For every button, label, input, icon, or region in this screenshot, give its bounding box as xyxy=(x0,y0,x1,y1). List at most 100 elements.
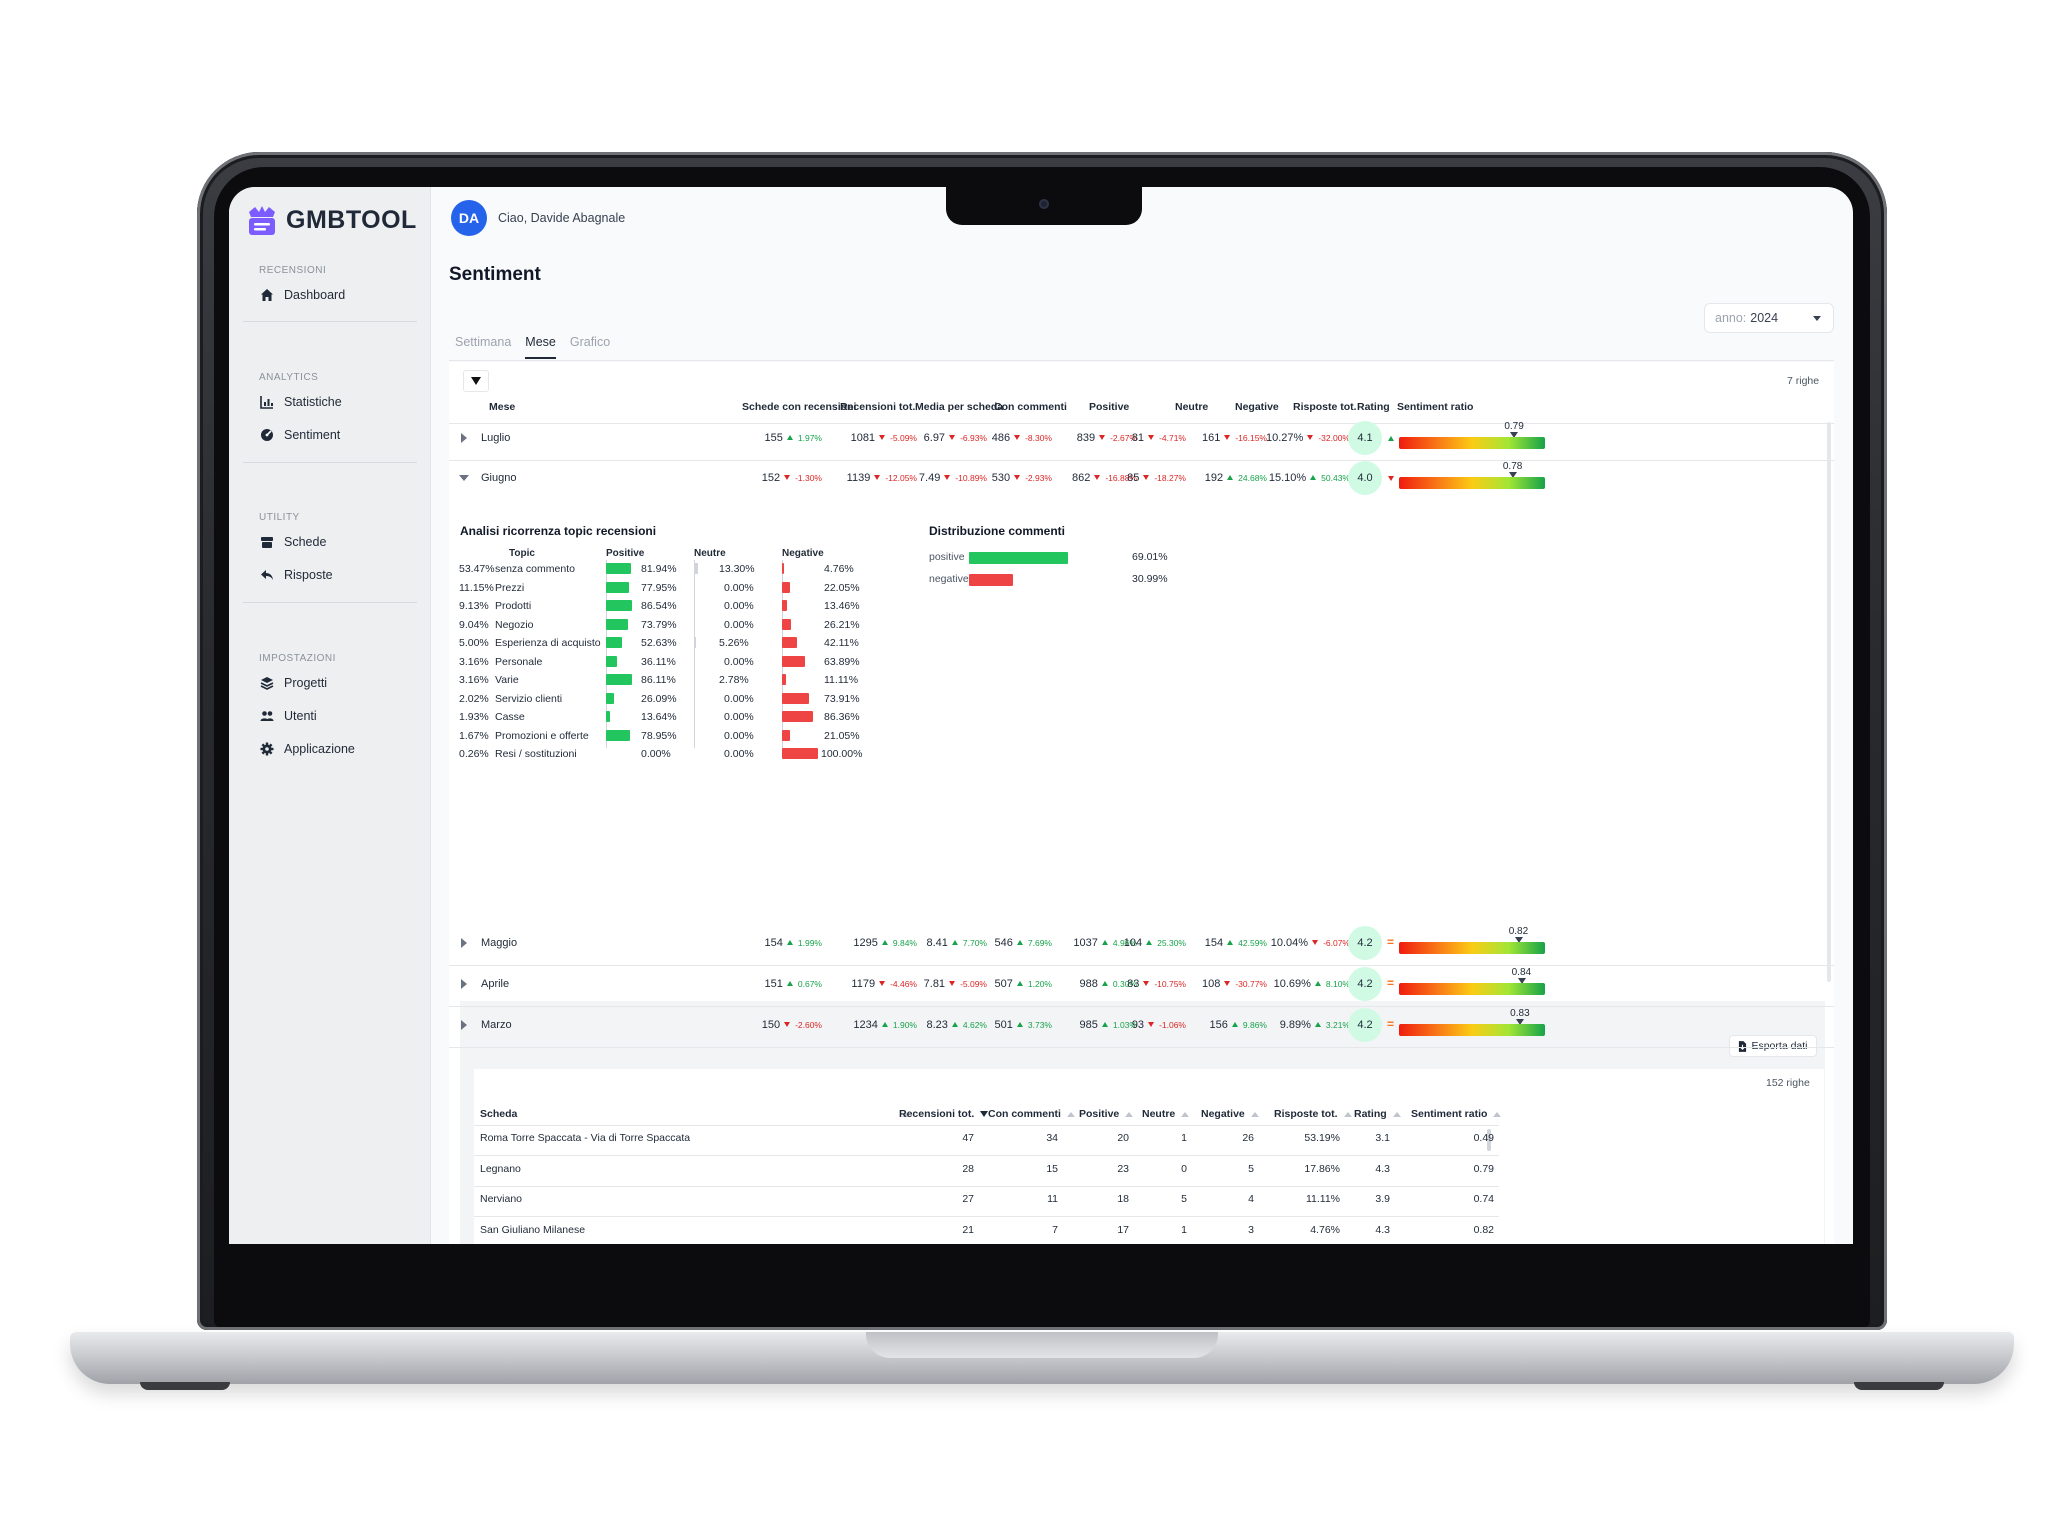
column-header[interactable]: Recensioni tot. xyxy=(840,401,916,413)
rows-count: 7 righe xyxy=(1787,375,1820,387)
topic-neutral-value: 0.00% xyxy=(724,729,754,742)
column-header[interactable]: Media per scheda xyxy=(915,401,1004,413)
brand[interactable]: GMBTOOL xyxy=(246,203,417,237)
detail-cell: 17 xyxy=(1117,1223,1129,1236)
filter-button[interactable] xyxy=(463,370,489,392)
expand-icon[interactable] xyxy=(461,938,467,948)
export-button[interactable]: Esporta dati xyxy=(1729,1035,1817,1057)
sentiment-ratio-value: 0.83 xyxy=(1510,1008,1530,1019)
metric-value: 81 xyxy=(1131,432,1145,444)
topic-neutral-value: 0.00% xyxy=(724,692,754,705)
detail-table-row[interactable]: Nerviano 27 11 18 5 4 11.11% 3.9 0.74 xyxy=(474,1193,1499,1223)
detail-column-header[interactable]: Recensioni tot. xyxy=(899,1108,989,1120)
year-select[interactable]: anno: 2024 xyxy=(1704,303,1834,333)
detail-table-row[interactable]: San Giuliano Milanese 21 7 17 1 3 4.76% 4.3 0.82 xyxy=(474,1224,1499,1245)
metric-value: 486 xyxy=(991,432,1011,444)
trend-up-icon xyxy=(1016,981,1023,987)
month-label[interactable]: Giugno xyxy=(481,472,517,484)
topic-name: Varie xyxy=(495,674,519,686)
month-label[interactable]: Luglio xyxy=(481,432,511,444)
sidebar-item-sentiment[interactable]: Sentiment xyxy=(260,428,340,442)
laptop-base-notch xyxy=(866,1332,1218,1358)
detail-column-header[interactable]: Positive xyxy=(1079,1108,1134,1120)
topic-name: Esperienza di acquisto xyxy=(495,637,601,649)
column-header[interactable]: Mese xyxy=(489,401,516,413)
avatar[interactable]: DA xyxy=(451,200,487,236)
trend-up-icon xyxy=(1101,981,1108,987)
detail-column-header[interactable]: Rating xyxy=(1354,1108,1401,1120)
metric-value: 155 xyxy=(764,432,783,444)
detail-cell: 5 xyxy=(1248,1162,1254,1175)
column-header[interactable]: Positive xyxy=(1089,401,1130,413)
detail-column-header[interactable]: Negative xyxy=(1201,1108,1259,1120)
detail-table-row[interactable]: Roma Torre Spaccata - Via di Torre Spacc… xyxy=(474,1132,1499,1162)
trend-up-icon xyxy=(1231,1022,1238,1028)
month-label[interactable]: Marzo xyxy=(481,1019,512,1031)
topic-positive-value: 0.00% xyxy=(641,748,671,760)
metric-cell: 154 1.99% xyxy=(765,937,822,949)
metric-cell: 93 -1.06% xyxy=(1132,1019,1186,1031)
expand-icon[interactable] xyxy=(461,1020,467,1030)
topic-name: Prodotti xyxy=(495,600,532,612)
metric-delta: 25.30% xyxy=(1157,938,1186,948)
column-header[interactable]: Schede con recensioni xyxy=(742,401,857,413)
month-label[interactable]: Maggio xyxy=(481,937,518,949)
row-divider xyxy=(449,1047,1834,1048)
column-header[interactable]: Negative xyxy=(1235,401,1279,413)
detail-column-header[interactable]: Neutre xyxy=(1142,1108,1190,1120)
detail-column-header[interactable]: Risposte tot. xyxy=(1274,1108,1352,1120)
topic-neutral-bar xyxy=(694,674,695,685)
metric-delta: 1.97% xyxy=(797,433,822,443)
tab-mese[interactable]: Mese xyxy=(525,335,556,359)
row-divider xyxy=(449,965,1834,966)
sidebar-item-utenti[interactable]: Utenti xyxy=(260,709,317,723)
sentiment-ratio-marker xyxy=(1514,937,1523,943)
sort-icon xyxy=(1493,1111,1502,1117)
topic-negative-bar xyxy=(782,729,790,741)
trend-down-icon xyxy=(879,981,886,987)
topic-negative-bar xyxy=(782,618,792,630)
tab-settimana[interactable]: Settimana xyxy=(455,335,512,349)
nav-section-analytics: ANALYTICS xyxy=(259,372,319,383)
detail-scrollbar[interactable] xyxy=(1487,1129,1491,1151)
topic-row: 11.15% Prezzi 77.95% 0.00% 22.05% xyxy=(449,581,909,596)
sidebar-item-dashboard[interactable]: Dashboard xyxy=(260,288,345,302)
metric-delta: 3.21% xyxy=(1325,1020,1350,1030)
sidebar-item-applicazione[interactable]: Applicazione xyxy=(260,742,355,756)
topic-positive-bar xyxy=(606,600,632,611)
detail-cell: 23 xyxy=(1117,1162,1129,1175)
detail-column-header[interactable]: Con commenti xyxy=(988,1108,1075,1120)
metric-value: 7.81 xyxy=(923,978,946,990)
sidebar-item-risposte[interactable]: Risposte xyxy=(260,568,333,582)
detail-column-header[interactable]: Scheda xyxy=(480,1108,911,1120)
expand-icon[interactable] xyxy=(461,433,467,443)
topic-negative-bar xyxy=(782,600,787,611)
metric-value: 10.27% xyxy=(1266,432,1304,444)
metric-delta: 7.69% xyxy=(1027,938,1052,948)
detail-cell: 0.82 xyxy=(1473,1223,1494,1236)
column-header[interactable]: Neutre xyxy=(1175,401,1209,413)
detail-column-header[interactable]: Sentiment ratio xyxy=(1411,1108,1502,1120)
sidebar-item-schede[interactable]: Schede xyxy=(260,535,326,549)
sidebar-item-label: Dashboard xyxy=(284,288,346,302)
expand-icon[interactable] xyxy=(461,979,467,989)
column-header[interactable]: Con commenti xyxy=(994,401,1067,413)
brand-name: GMBTOOL xyxy=(286,205,417,234)
trend-up-icon xyxy=(786,435,793,441)
sidebar-item-progetti[interactable]: Progetti xyxy=(260,676,327,690)
tab-grafico[interactable]: Grafico xyxy=(569,335,611,349)
metric-cell: 985 1.03% xyxy=(1080,1019,1137,1031)
month-label[interactable]: Aprile xyxy=(481,978,510,990)
metric-value: 1139 xyxy=(846,472,871,484)
collapse-icon[interactable] xyxy=(459,475,469,481)
detail-table-row[interactable]: Legnano 28 15 23 0 5 17.86% 4.3 0.79 xyxy=(474,1163,1499,1193)
column-header[interactable]: Risposte tot. xyxy=(1293,401,1357,413)
detail-column-label: Rating xyxy=(1354,1108,1387,1120)
sidebar-item-statistiche[interactable]: Statistiche xyxy=(260,395,342,409)
topic-share: 9.13% xyxy=(459,600,489,612)
tabs-divider xyxy=(449,360,1834,361)
topic-negative-value: 26.21% xyxy=(824,618,860,631)
table-scrollbar[interactable] xyxy=(1827,422,1831,982)
column-header[interactable]: Rating xyxy=(1357,401,1390,413)
column-header[interactable]: Sentiment ratio xyxy=(1397,401,1474,413)
